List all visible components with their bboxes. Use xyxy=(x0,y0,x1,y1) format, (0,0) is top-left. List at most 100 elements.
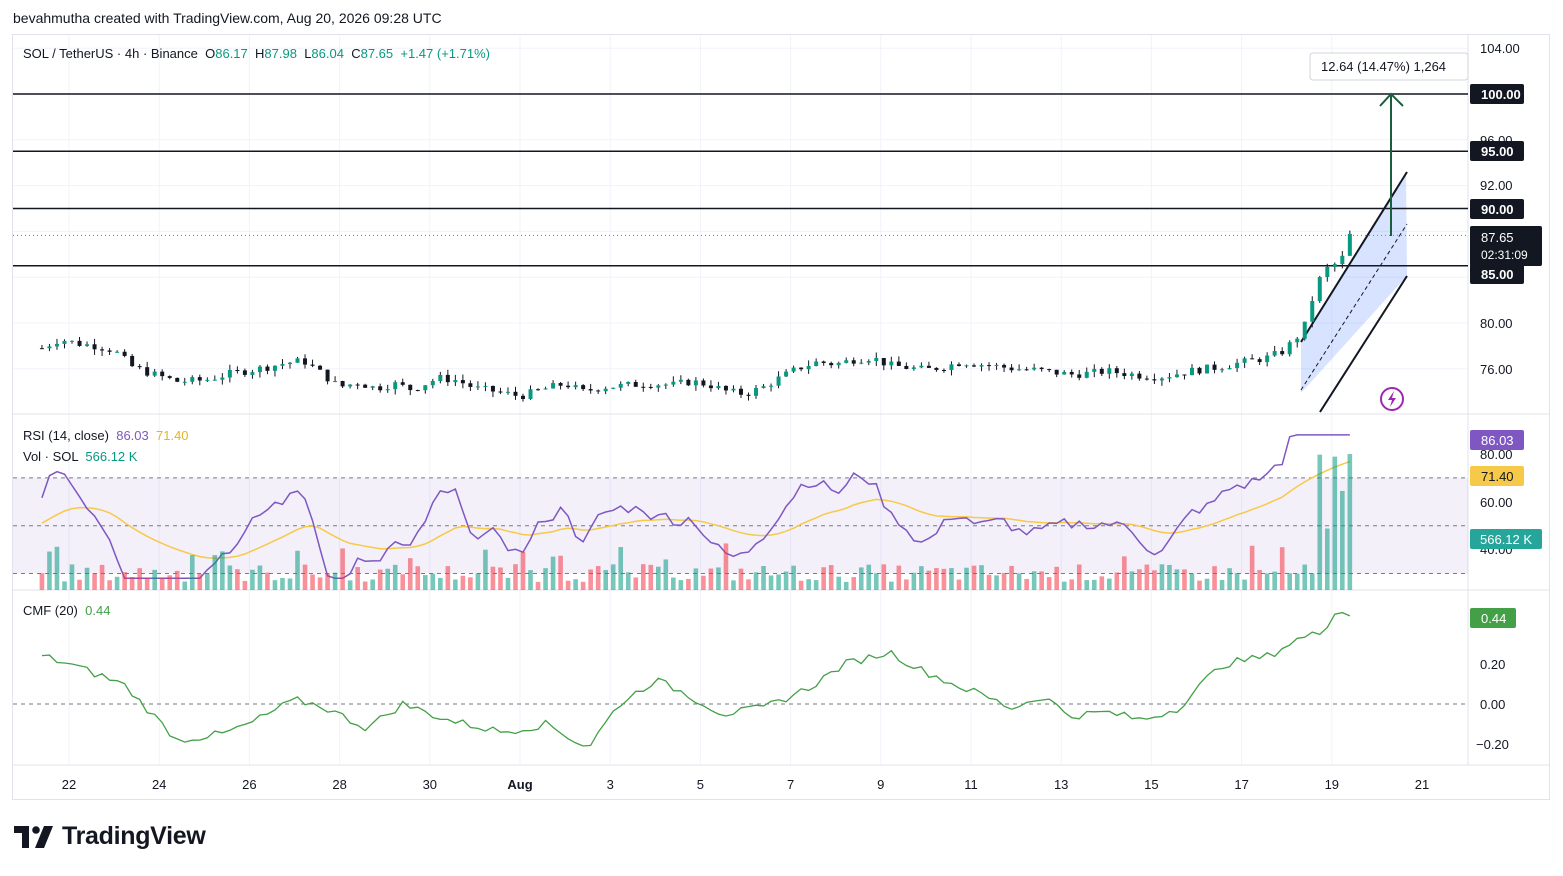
level-badge: 95.00 xyxy=(1470,141,1524,161)
time-tick: 13 xyxy=(1054,777,1068,792)
volume-bar xyxy=(355,567,360,590)
volume-bar xyxy=(573,579,578,590)
volume-bar xyxy=(114,576,120,590)
last-price-badge: 87.65 02:31:09 xyxy=(1470,226,1542,266)
candle xyxy=(513,386,518,400)
candle xyxy=(738,385,743,398)
rsi-name: RSI (14, close) xyxy=(23,428,109,443)
candle xyxy=(941,368,946,373)
candle-body xyxy=(731,388,736,391)
volume-bar xyxy=(54,546,60,590)
volume-bar xyxy=(107,580,112,590)
volume-bar xyxy=(535,581,541,590)
candle xyxy=(498,387,503,395)
volume-bar xyxy=(197,574,203,590)
candle-body xyxy=(250,372,255,375)
candle xyxy=(1167,373,1172,383)
candle-body xyxy=(1280,351,1285,355)
time-tick: Aug xyxy=(507,777,532,792)
candle xyxy=(1340,251,1345,269)
rsi-pane xyxy=(13,434,1468,580)
level-badge-bg xyxy=(1470,141,1524,161)
candle-body xyxy=(39,348,44,350)
volume-bar xyxy=(1061,581,1067,590)
candle xyxy=(272,365,277,377)
volume-bar xyxy=(174,570,180,590)
candle xyxy=(603,386,608,395)
candle-body xyxy=(1340,255,1345,265)
volume-bar xyxy=(483,549,488,590)
candle xyxy=(167,375,172,380)
vol-badge-text: 566.12 K xyxy=(1480,532,1532,547)
volume-bar xyxy=(693,568,699,590)
volume-bar xyxy=(1091,579,1097,590)
candle xyxy=(663,383,668,390)
candle xyxy=(483,382,488,392)
volume-bar xyxy=(520,551,526,590)
volume-bar xyxy=(84,567,90,590)
vol-value: 566.12 K xyxy=(85,449,138,464)
candle xyxy=(325,369,330,385)
candle-body xyxy=(611,387,616,389)
candle xyxy=(1205,364,1210,374)
candle-body xyxy=(1265,355,1270,363)
candle-body xyxy=(167,376,172,378)
measure-arrow: 12.64 (14.47%) 1,264 xyxy=(1309,52,1469,236)
volume-bar xyxy=(392,564,398,590)
level-badge-text: 90.00 xyxy=(1481,202,1514,217)
candle-body xyxy=(836,362,841,366)
volume-bar xyxy=(227,565,233,590)
candle-body xyxy=(1295,338,1300,343)
cmf-badge-text: 0.44 xyxy=(1481,611,1506,626)
candle-body xyxy=(355,384,360,386)
candle-body xyxy=(701,380,706,386)
volume-bar xyxy=(1099,576,1105,590)
volume-bar xyxy=(1167,564,1172,590)
candle-body xyxy=(393,382,398,390)
candle xyxy=(904,362,909,370)
cmf-legend: CMF (20) 0.44 xyxy=(23,603,110,618)
tradingview-logo[interactable]: TradingView xyxy=(14,822,206,851)
volume-bar xyxy=(828,565,834,590)
candle xyxy=(130,354,135,368)
level-badge-text: 95.00 xyxy=(1481,144,1514,159)
rsi-ma-badge-bg xyxy=(1470,466,1524,486)
volume-bar xyxy=(1242,579,1247,590)
volume-bar xyxy=(640,564,646,590)
candle xyxy=(62,339,67,349)
candle-body xyxy=(115,351,120,353)
price-tick: 92.00 xyxy=(1480,178,1513,193)
candle xyxy=(445,369,450,386)
level-badge: 85.00 xyxy=(1470,264,1524,284)
volume-bar xyxy=(362,581,368,590)
candle xyxy=(979,363,984,372)
volume-bar xyxy=(1324,528,1330,590)
candle xyxy=(1129,371,1134,380)
candle-body xyxy=(1122,373,1127,377)
candle-body xyxy=(265,366,270,371)
candle-body xyxy=(626,382,631,384)
candle-body xyxy=(851,360,856,364)
candle-body xyxy=(686,379,691,386)
candle-body xyxy=(1092,368,1097,372)
volume-bar xyxy=(498,567,503,590)
volume-bar xyxy=(964,567,969,590)
candle xyxy=(182,377,187,386)
candle xyxy=(791,365,796,374)
candle-body xyxy=(536,389,541,391)
candle-body xyxy=(964,365,969,367)
volume-bar xyxy=(310,574,315,590)
volume-bar xyxy=(979,565,984,590)
volume-bar xyxy=(182,581,188,590)
volume-bar xyxy=(137,568,142,590)
candle xyxy=(400,378,405,387)
candle xyxy=(430,378,435,389)
candlesticks xyxy=(39,230,1352,402)
volume-bar xyxy=(332,572,338,590)
volume-bar xyxy=(385,568,391,590)
volume-bar xyxy=(77,579,82,590)
volume-bar xyxy=(753,572,759,590)
candle-body xyxy=(1182,374,1187,376)
candle xyxy=(633,379,638,387)
